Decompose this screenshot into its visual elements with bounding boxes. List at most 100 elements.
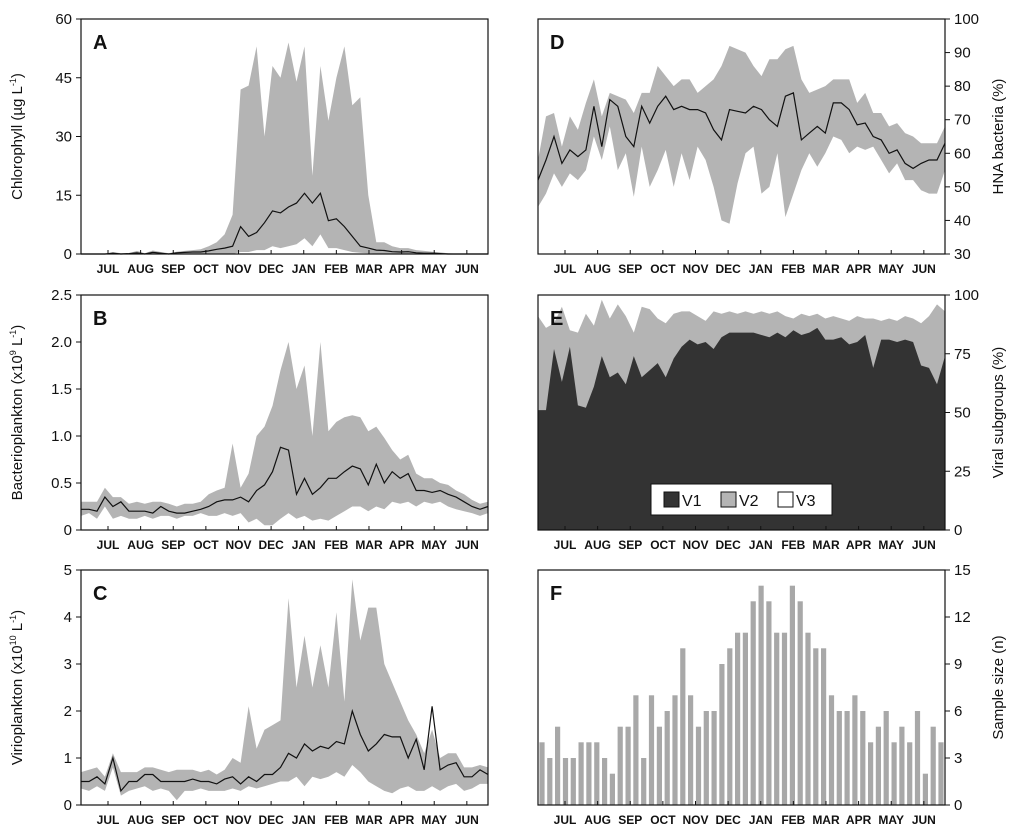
range-band-D	[538, 45, 945, 224]
x-tick-label: FEB	[324, 262, 348, 276]
bar	[828, 695, 835, 805]
x-tick-label: FEB	[324, 813, 348, 827]
bar	[899, 726, 905, 805]
x-tick-label: OCT	[650, 538, 676, 552]
x-tick-label: AUG	[584, 538, 611, 552]
bar	[891, 742, 897, 805]
bar	[868, 742, 874, 805]
bar	[914, 711, 921, 805]
bar	[641, 758, 647, 805]
y-tick-label: 6	[954, 703, 962, 720]
x-tick-label: AUG	[127, 262, 154, 276]
bar	[570, 758, 576, 805]
plot-frame-D	[537, 18, 946, 255]
x-tick-label: SEP	[618, 538, 642, 552]
legend-label-v3: V3	[796, 493, 816, 510]
panel-label-D: D	[550, 32, 564, 54]
x-tick-label: JUN	[912, 813, 936, 827]
plot-frame-C	[80, 569, 489, 806]
bar	[695, 726, 702, 805]
area-v1	[538, 327, 945, 530]
y-axis-label-part: Sample size (n)	[990, 635, 1007, 739]
legend: V1 V2 V3	[650, 483, 833, 516]
panel-C: 0 1 2 3 4 5 JUL AUG SEP OCT NOV DEC JAN FEB MAR APR MAY J…	[8, 562, 489, 827]
range-band-B	[81, 342, 488, 526]
y-tick-label: 15	[55, 187, 72, 204]
x-tick-label: JAN	[292, 262, 316, 276]
y-tick-label: 12	[954, 609, 971, 626]
y-axis-label-part: Virioplankton (x10	[9, 645, 26, 765]
y-tick-label: 0	[64, 246, 72, 263]
mean-line-D	[537, 92, 946, 181]
x-tick-label: JUL	[97, 262, 120, 276]
x-tick-label: AUG	[584, 262, 611, 276]
bar	[860, 711, 866, 805]
y-tick-label: 0	[64, 797, 72, 814]
bar	[688, 695, 694, 805]
y-tick-label: 50	[954, 179, 971, 196]
panel-D: 30 40 50 60 70 80 90 100 JUL AUG SEP OCT NOV DEC JAN FE…	[537, 11, 1007, 276]
x-tick-label: NOV	[225, 538, 251, 552]
x-tick-label: SEP	[161, 262, 185, 276]
y-axis-label-part: -1	[8, 615, 18, 623]
x-tick-label: AUG	[584, 813, 611, 827]
x-tick-label: MAR	[812, 262, 840, 276]
x-tick-label: JAN	[749, 813, 773, 827]
bar	[742, 632, 748, 805]
x-tick-label: APR	[389, 538, 415, 552]
x-tick-label: JUL	[97, 813, 120, 827]
x-tick-label: MAY	[421, 813, 447, 827]
bar	[758, 585, 764, 805]
panel-A: 0 15 30 45 60 JUL AUG SEP OCT NOV DEC JAN FEB MAR APR M…	[8, 11, 489, 276]
x-tick-label: DEC	[258, 262, 284, 276]
x-tick-label: JUL	[554, 538, 577, 552]
x-tick-label: AUG	[127, 813, 154, 827]
bar	[680, 648, 686, 805]
y-tick-label: 50	[954, 405, 971, 422]
bar	[672, 695, 678, 805]
legend-swatch-v3	[777, 491, 794, 508]
bar	[930, 726, 936, 805]
y-tick-label: 100	[954, 11, 979, 28]
y-axis-label-part: L	[9, 338, 26, 351]
bar	[586, 742, 592, 805]
x-tick-label: NOV	[225, 262, 251, 276]
x-tick-label: JUL	[554, 813, 577, 827]
x-tick-label: MAR	[812, 538, 840, 552]
y-tick-label: 2.5	[51, 287, 72, 304]
x-tick-label: SEP	[618, 262, 642, 276]
bar	[875, 726, 881, 805]
y-tick-label: 2	[64, 703, 72, 720]
y-tick-label: 45	[55, 70, 72, 87]
y-tick-label: 25	[954, 463, 971, 480]
x-tick-label: DEC	[715, 538, 741, 552]
panel-B: 0 0.5 1.0 1.5 2.0 2.5 JUL AUG SEP OCT NOV DEC JAN FEB…	[8, 287, 489, 552]
x-tick-label: OCT	[650, 262, 676, 276]
bar	[836, 711, 842, 805]
bar	[852, 695, 858, 805]
x-tick-label: JAN	[749, 538, 773, 552]
y-tick-label: 30	[954, 246, 971, 263]
bar	[547, 758, 553, 805]
x-tick-label: NOV	[682, 262, 708, 276]
x-tick-label: SEP	[161, 813, 185, 827]
bar	[750, 601, 756, 805]
panel-label-E: E	[550, 308, 563, 330]
x-tick-label: DEC	[715, 813, 741, 827]
x-tick-label: MAR	[355, 813, 383, 827]
x-tick-label: OCT	[650, 813, 676, 827]
x-tick-label: JAN	[749, 262, 773, 276]
x-tick-label: FEB	[781, 538, 805, 552]
bar	[656, 726, 662, 805]
y-tick-label: 1.5	[51, 381, 72, 398]
x-tick-label: JUN	[455, 538, 479, 552]
y-axis-label-E: Viral subgroups (%)	[990, 347, 1007, 478]
plot-frame-B	[80, 294, 489, 531]
bar	[805, 632, 811, 805]
x-tick-label: JUL	[97, 538, 120, 552]
y-tick-label: 0	[954, 522, 962, 539]
bar	[797, 601, 803, 805]
panel-label-B: B	[93, 308, 107, 330]
y-tick-label: 70	[954, 112, 971, 129]
x-tick-label: AUG	[127, 538, 154, 552]
